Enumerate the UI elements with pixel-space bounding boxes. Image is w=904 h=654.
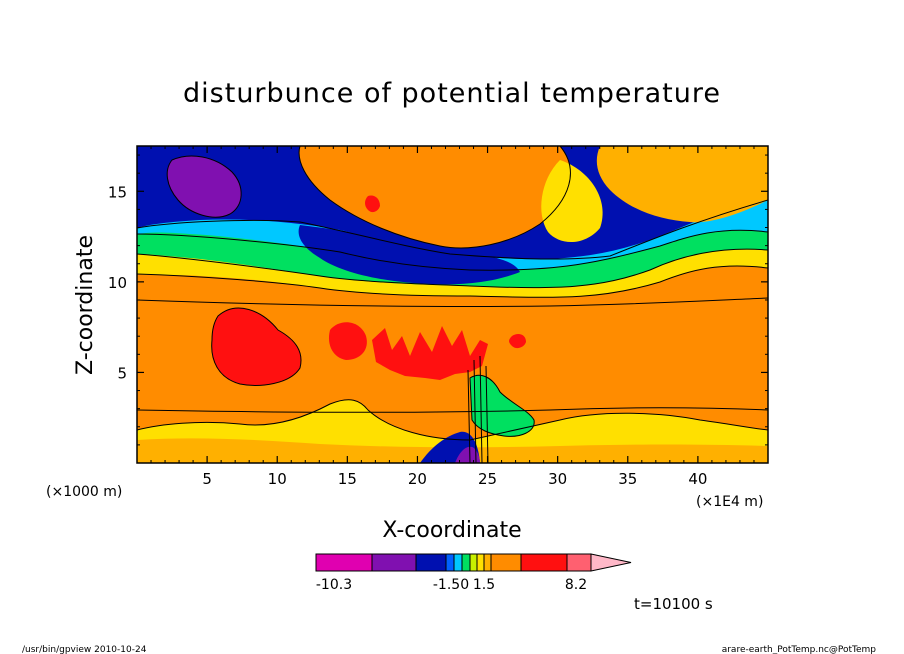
x-tick-label: 40 bbox=[688, 470, 707, 488]
colorbar-segment bbox=[476, 553, 485, 572]
chart-title: disturbunce of potential temperature bbox=[183, 78, 721, 109]
colorbar: -10.3 -1.50 1.5 8.2 bbox=[315, 553, 632, 593]
x-axis-label: X-coordinate bbox=[382, 518, 521, 543]
colorbar-label: -10.3 bbox=[316, 577, 352, 593]
time-label: t=10100 s bbox=[634, 595, 713, 613]
colorbar-segment bbox=[371, 553, 417, 572]
colorbar-segment bbox=[453, 553, 463, 572]
upper-right-plume bbox=[596, 146, 768, 223]
colorbar-label: 1.5 bbox=[473, 577, 495, 593]
colorbar-segment bbox=[315, 553, 373, 572]
y-tick-label: 10 bbox=[108, 274, 127, 292]
upper-purple-core bbox=[167, 156, 242, 218]
upper-right-yellow bbox=[541, 160, 603, 243]
x-tick-label: 5 bbox=[202, 470, 212, 488]
x-unit-label: (×1E4 m) bbox=[696, 494, 763, 510]
colorbar-label: 8.2 bbox=[565, 577, 587, 593]
colorbar-segment bbox=[566, 553, 592, 572]
x-tick-label: 25 bbox=[478, 470, 497, 488]
contour-lines bbox=[137, 146, 768, 463]
x-tick-label: 10 bbox=[268, 470, 287, 488]
x-tick-label: 15 bbox=[338, 470, 357, 488]
footer-left: /usr/bin/gpview 2010-10-24 bbox=[22, 645, 147, 654]
colorbar-segment bbox=[461, 553, 471, 572]
colorbar-segment bbox=[415, 553, 447, 572]
plot-frame bbox=[136, 145, 769, 464]
colorbar-label: -1.50 bbox=[433, 577, 469, 593]
colorbar-extension-arrow bbox=[590, 553, 632, 572]
x-tick-label: 20 bbox=[408, 470, 427, 488]
upper-red-spot bbox=[365, 195, 380, 213]
mid-red-cell-center bbox=[328, 322, 367, 360]
colorbar-segment bbox=[483, 553, 492, 572]
lower-purple-core bbox=[455, 446, 480, 463]
mid-red-cells-cluster bbox=[372, 326, 488, 380]
y-tick-label: 15 bbox=[108, 183, 127, 201]
colorbar-segment bbox=[520, 553, 568, 572]
colorbar-segment bbox=[445, 553, 455, 572]
y-tick-label: 5 bbox=[117, 364, 127, 382]
upper-orange-plume bbox=[299, 146, 571, 248]
axes: 5 10 15 20 25 30 35 40 5 10 15 bbox=[108, 146, 768, 488]
mid-red-cell-left bbox=[211, 308, 302, 386]
colorbar-segment bbox=[490, 553, 522, 572]
y-axis-label: Z-coordinate bbox=[73, 235, 98, 375]
heatmap-field bbox=[137, 146, 768, 463]
x-tick-label: 35 bbox=[618, 470, 637, 488]
mid-red-cell-right bbox=[509, 334, 526, 349]
footer-right: arare-earth_PotTemp.nc@PotTemp bbox=[722, 645, 877, 654]
y-unit-label: (×1000 m) bbox=[46, 484, 122, 500]
x-tick-label: 30 bbox=[548, 470, 567, 488]
colorbar-segment bbox=[469, 553, 478, 572]
